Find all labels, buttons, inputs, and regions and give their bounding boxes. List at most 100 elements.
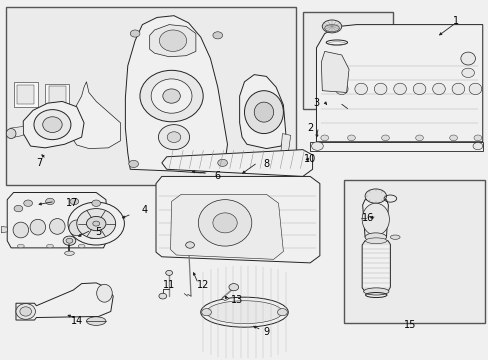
Ellipse shape <box>14 205 23 212</box>
Polygon shape <box>309 142 482 151</box>
Polygon shape <box>1 226 7 233</box>
Polygon shape <box>18 85 34 104</box>
Ellipse shape <box>212 32 222 39</box>
Ellipse shape <box>365 238 386 244</box>
Text: 14: 14 <box>70 316 82 326</box>
Text: 5: 5 <box>95 227 102 237</box>
Text: 4: 4 <box>142 205 147 215</box>
Ellipse shape <box>66 238 73 243</box>
Ellipse shape <box>449 135 457 141</box>
Polygon shape <box>170 194 283 259</box>
Text: 13: 13 <box>231 295 243 305</box>
Ellipse shape <box>42 117 62 132</box>
Bar <box>344 180 484 323</box>
Text: 8: 8 <box>263 159 269 169</box>
Ellipse shape <box>68 202 124 245</box>
Ellipse shape <box>151 79 192 113</box>
Ellipse shape <box>167 132 181 143</box>
Ellipse shape <box>277 309 287 316</box>
Text: 17: 17 <box>65 198 78 208</box>
Ellipse shape <box>30 219 45 235</box>
Ellipse shape <box>451 83 464 95</box>
Ellipse shape <box>34 110 71 140</box>
Ellipse shape <box>13 222 29 238</box>
Polygon shape <box>45 84 69 111</box>
Ellipse shape <box>381 135 388 141</box>
Polygon shape <box>239 75 285 149</box>
Polygon shape <box>10 126 23 138</box>
Text: 2: 2 <box>306 123 313 133</box>
Ellipse shape <box>85 223 101 239</box>
Text: 3: 3 <box>313 98 319 108</box>
Ellipse shape <box>324 24 339 32</box>
Ellipse shape <box>228 284 238 291</box>
Ellipse shape <box>212 213 237 233</box>
Polygon shape <box>23 102 84 148</box>
Ellipse shape <box>128 160 138 167</box>
Ellipse shape <box>363 288 388 295</box>
Ellipse shape <box>373 83 386 95</box>
Ellipse shape <box>78 244 85 248</box>
Ellipse shape <box>86 317 106 325</box>
Bar <box>302 12 392 109</box>
Polygon shape <box>149 24 196 57</box>
Ellipse shape <box>97 284 112 302</box>
Ellipse shape <box>354 83 367 95</box>
Ellipse shape <box>432 83 445 95</box>
Polygon shape <box>156 176 319 263</box>
Text: 1: 1 <box>452 16 458 26</box>
Polygon shape <box>162 150 312 176</box>
Polygon shape <box>14 82 38 107</box>
Ellipse shape <box>473 135 481 141</box>
Ellipse shape <box>86 216 106 231</box>
Ellipse shape <box>365 189 386 203</box>
Ellipse shape <box>140 70 203 122</box>
Ellipse shape <box>362 203 388 235</box>
Ellipse shape <box>130 30 140 37</box>
Ellipse shape <box>347 135 355 141</box>
Ellipse shape <box>159 30 186 51</box>
Polygon shape <box>125 16 227 173</box>
Ellipse shape <box>201 309 211 316</box>
Text: 9: 9 <box>263 327 269 337</box>
Ellipse shape <box>389 235 399 239</box>
Text: 11: 11 <box>163 280 175 291</box>
Polygon shape <box>321 51 348 93</box>
Ellipse shape <box>163 89 180 103</box>
Polygon shape <box>7 193 108 248</box>
Ellipse shape <box>69 220 84 236</box>
Polygon shape <box>69 82 120 149</box>
Ellipse shape <box>6 129 16 139</box>
Text: 6: 6 <box>214 171 221 181</box>
Ellipse shape <box>217 159 227 166</box>
Bar <box>6 7 295 185</box>
Text: 16: 16 <box>362 212 374 222</box>
Polygon shape <box>362 241 389 292</box>
Polygon shape <box>316 24 482 142</box>
Ellipse shape <box>461 68 473 77</box>
Ellipse shape <box>311 142 323 150</box>
Ellipse shape <box>159 293 166 299</box>
Ellipse shape <box>254 102 273 122</box>
Ellipse shape <box>45 198 54 204</box>
Polygon shape <box>362 200 387 237</box>
Ellipse shape <box>412 83 425 95</box>
Ellipse shape <box>415 135 423 141</box>
Ellipse shape <box>365 233 386 242</box>
Ellipse shape <box>77 208 116 239</box>
Ellipse shape <box>460 52 474 65</box>
Polygon shape <box>221 296 228 301</box>
Ellipse shape <box>206 301 282 324</box>
Text: 7: 7 <box>36 158 42 168</box>
Polygon shape <box>16 283 113 320</box>
Ellipse shape <box>322 20 341 33</box>
Ellipse shape <box>49 219 65 234</box>
Ellipse shape <box>165 270 172 275</box>
Ellipse shape <box>393 83 406 95</box>
Ellipse shape <box>92 200 101 206</box>
Ellipse shape <box>20 307 31 316</box>
Ellipse shape <box>472 143 482 150</box>
Ellipse shape <box>93 221 100 226</box>
Ellipse shape <box>244 91 283 134</box>
Ellipse shape <box>18 244 24 248</box>
